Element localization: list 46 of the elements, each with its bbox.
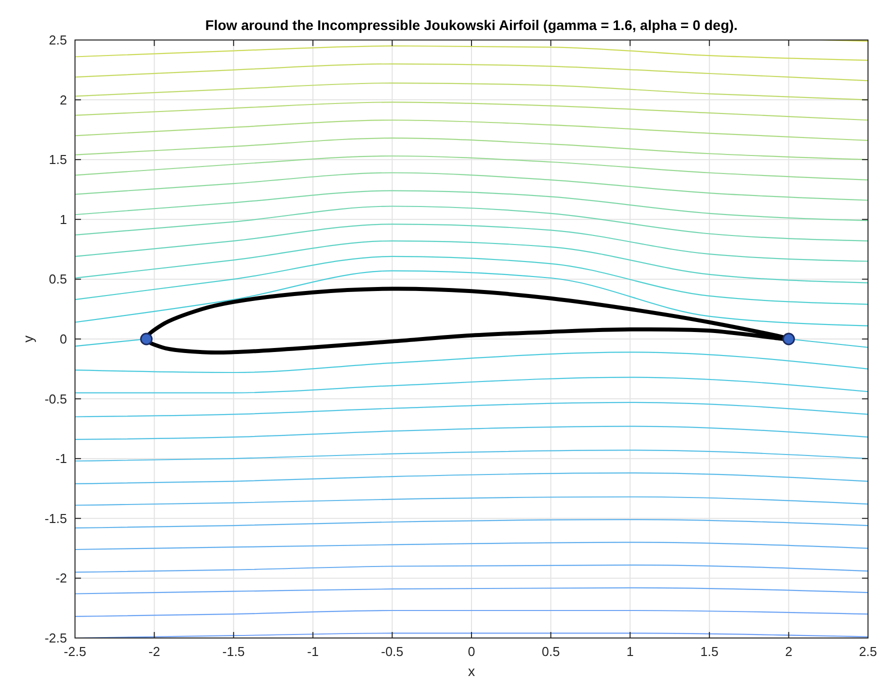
- x-tick-label: 1: [626, 644, 634, 659]
- x-axis-title: x: [468, 663, 475, 679]
- line-series: [74, 270, 869, 326]
- line-series: [74, 82, 869, 100]
- line-series: [74, 542, 869, 550]
- y-tick-label: 0: [60, 332, 67, 346]
- line-series: [74, 564, 869, 573]
- line-series: [74, 120, 869, 142]
- x-tick-label: 0: [468, 644, 476, 659]
- line-series: [74, 496, 869, 506]
- line-series: [74, 352, 869, 374]
- y-tick-label: -2: [55, 570, 67, 586]
- x-tick-label: 2: [785, 644, 792, 659]
- x-tick-label: 2.5: [858, 644, 878, 659]
- line-series: [74, 63, 869, 82]
- line-series: [74, 224, 869, 262]
- line-series: [74, 256, 869, 305]
- line-series: [74, 426, 869, 440]
- line-series: [74, 190, 869, 222]
- y-tick-label: -2.5: [44, 630, 67, 646]
- y-tick-label: 1: [60, 212, 67, 227]
- line-series: [74, 519, 869, 529]
- y-tick-label: 2: [60, 92, 67, 108]
- line-series: [74, 206, 869, 242]
- y-tick-label: -0.5: [44, 391, 67, 406]
- x-tick-label: 1.5: [700, 644, 718, 659]
- chart-title: Flow around the Incompressible Joukowski Airfoil (gamma = 1.6, alpha = 0 deg).: [205, 17, 738, 33]
- y-tick-label: -1: [55, 451, 67, 466]
- x-tick-label: -1: [307, 644, 319, 659]
- line-series: [74, 376, 869, 394]
- line-series: [74, 155, 869, 180]
- y-axis-title: y: [20, 336, 36, 342]
- x-tick-label: -1.5: [222, 644, 245, 659]
- x-tick-label: -0.5: [380, 644, 404, 659]
- line-series: [74, 402, 869, 418]
- x-tick-label: 0.5: [542, 644, 560, 659]
- x-tick-label: -2: [148, 644, 160, 659]
- y-tick-label: -1.5: [44, 510, 67, 526]
- y-tick-label: 0.5: [48, 272, 67, 287]
- line-series: [74, 240, 869, 284]
- line-series: [74, 472, 869, 484]
- line-series: [74, 172, 869, 201]
- line-series: [74, 45, 869, 61]
- y-tick-label: 1.5: [48, 152, 67, 168]
- line-series: [74, 102, 869, 121]
- y-tick-label: 2.5: [48, 32, 67, 48]
